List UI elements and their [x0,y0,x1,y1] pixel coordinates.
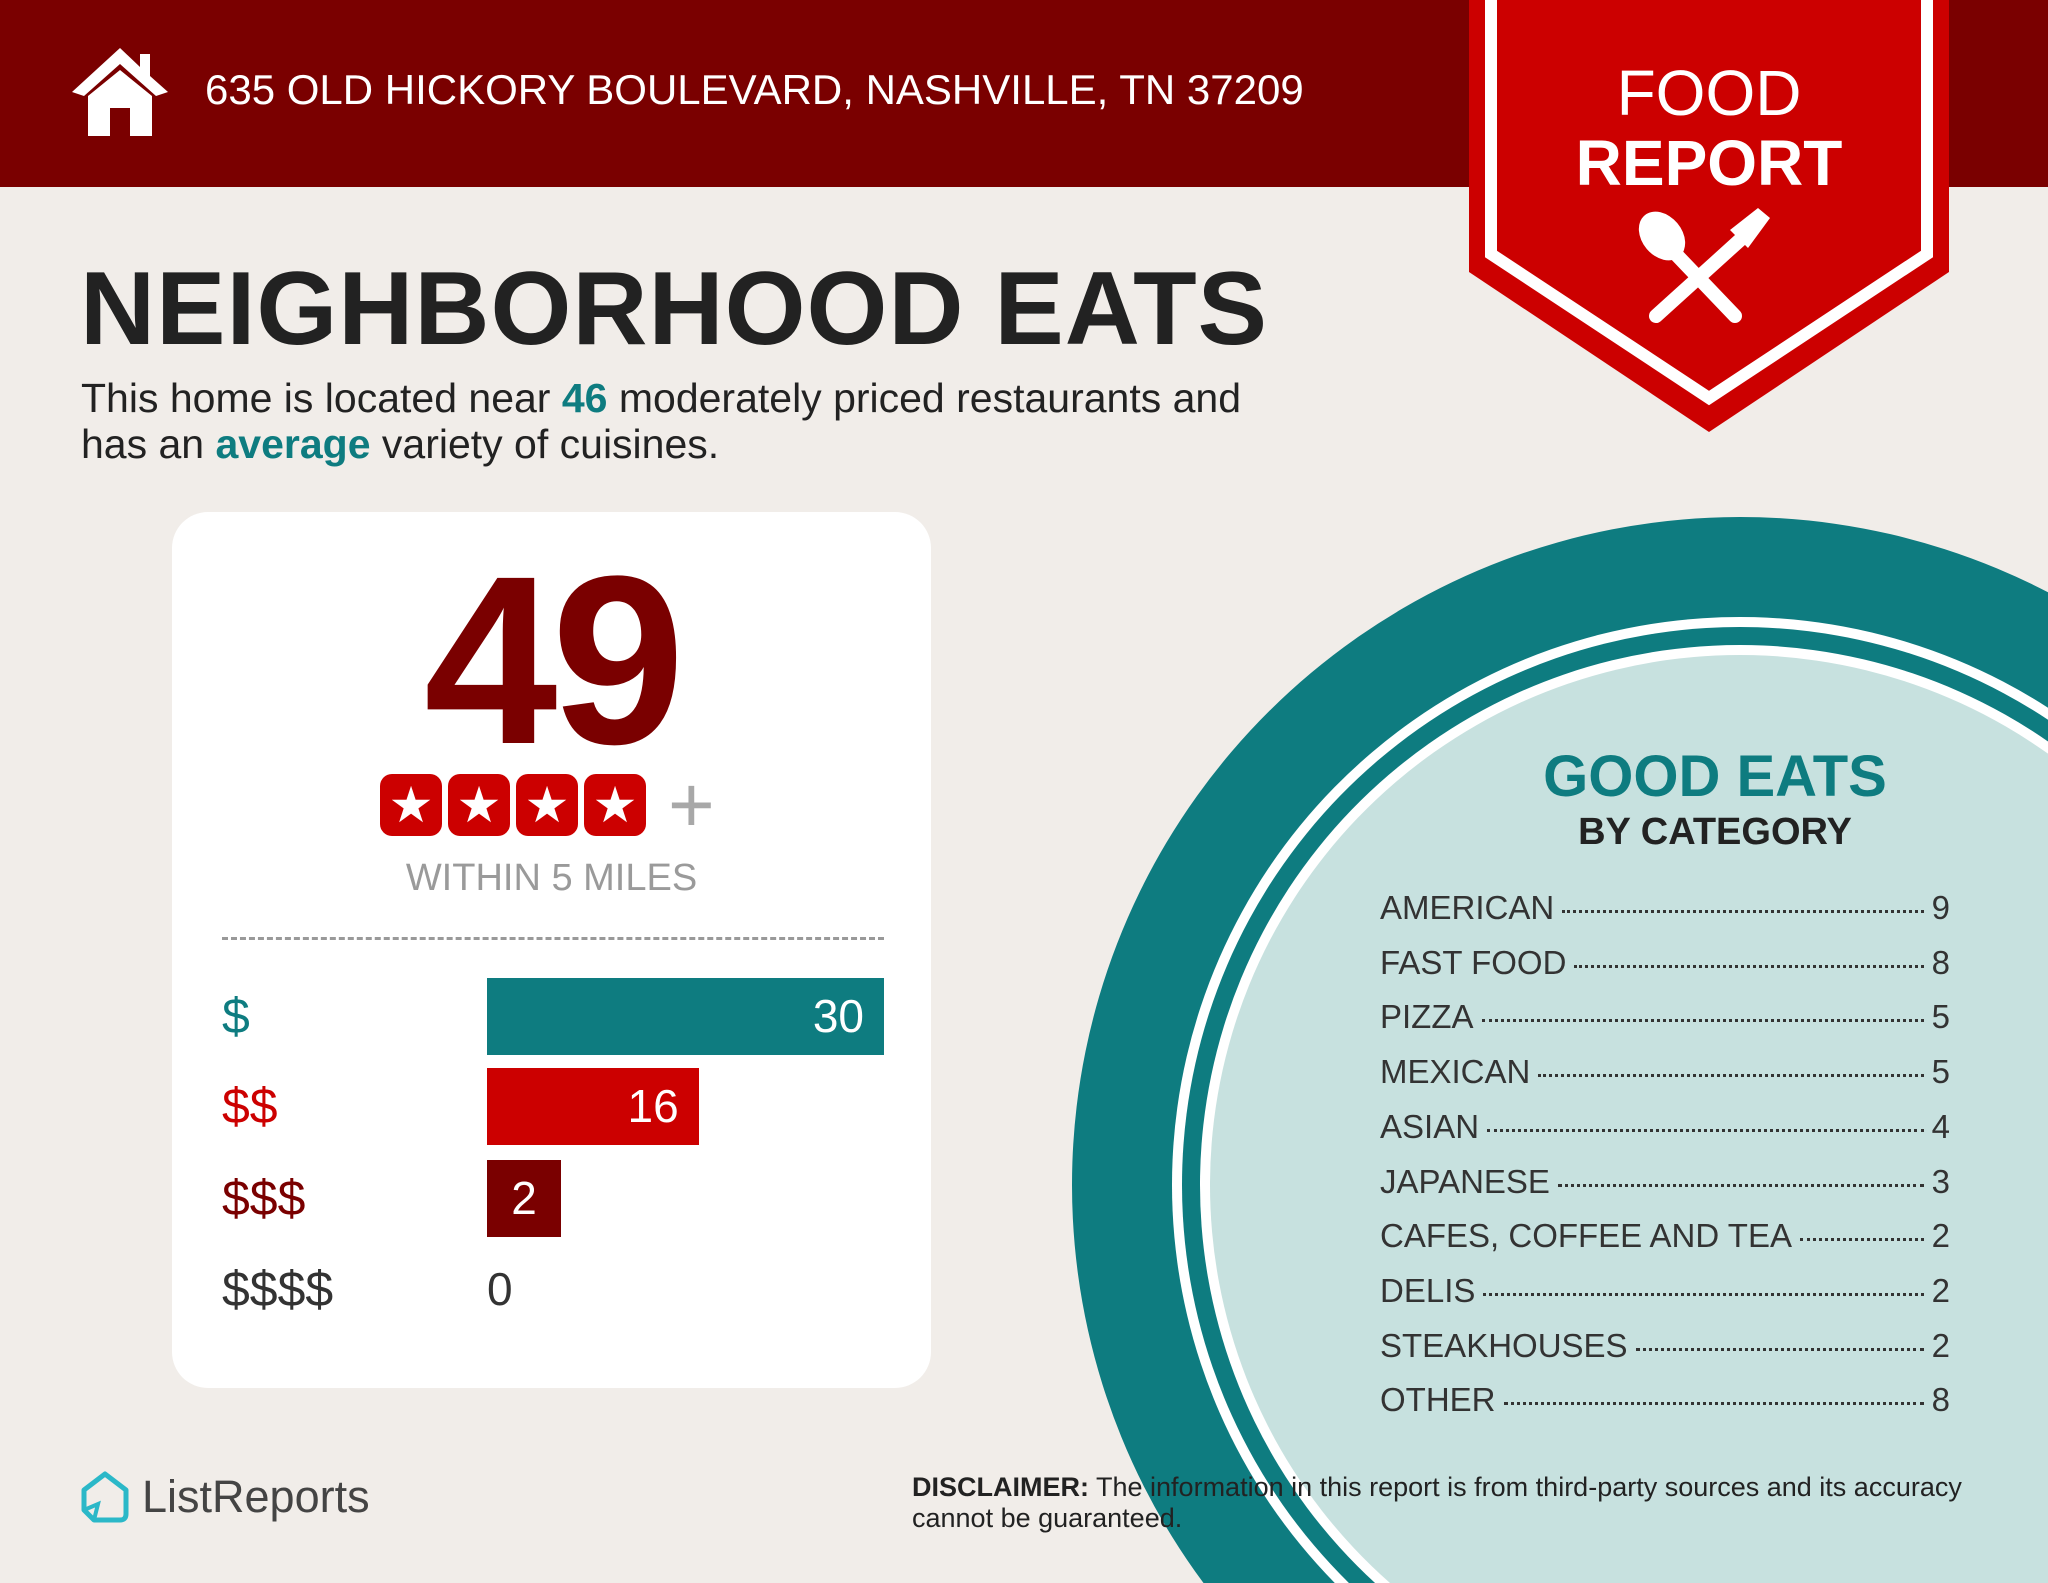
food-report-banner [1469,0,1949,432]
variety-highlight: average [215,421,371,467]
subtitle-text: moderately priced restaurants and [607,375,1242,421]
category-row: FAST FOOD 8 [1380,943,1950,983]
category-count: 2 [1931,1271,1950,1309]
circle-inner-disc [1209,654,2048,1583]
price-level-label: $$$ [222,1170,306,1226]
subtitle-text: variety of cuisines. [370,421,720,467]
price-level-label: $$$$ [222,1261,334,1317]
category-count: 9 [1931,889,1950,926]
dot-leader [1562,910,1924,913]
category-row: MEXICAN 5 [1380,1052,1950,1092]
summary-card [172,512,931,1388]
good-eats-title: GOOD EATS [1543,744,1887,809]
listreports-logo-icon [81,1471,129,1523]
dot-leader [1557,1183,1924,1187]
dot-leader [1487,1128,1924,1132]
category-name: STEAKHOUSES [1380,1326,1628,1364]
price-level-value: 0 [487,1263,513,1315]
category-count: 8 [1931,1381,1950,1419]
category-name: ASIAN [1380,1107,1480,1145]
category-name: PIZZA [1380,998,1474,1036]
dot-leader [1799,1238,1924,1242]
total-restaurant-count: 49 [424,526,685,794]
star-icon: ★ [516,774,578,836]
price-level-bar: 2 [487,1160,561,1237]
divider [222,937,884,940]
category-name: OTHER [1380,1381,1496,1419]
property-address: 635 OLD HICKORY BOULEVARD, NASHVILLE, TN… [205,66,1304,113]
price-level-label: $$ [222,1078,278,1134]
category-count: 4 [1931,1107,1950,1145]
category-name: FAST FOOD [1380,943,1567,981]
star-icon: ★ [380,774,442,836]
category-row: DELIS 2 [1380,1271,1950,1311]
category-count: 3 [1931,1162,1950,1200]
category-count: 5 [1931,1053,1950,1091]
dot-leader [1538,1074,1924,1078]
category-count: 2 [1931,1326,1950,1364]
home-icon [72,48,168,136]
category-name: AMERICAN [1380,889,1555,926]
within-distance: WITHIN 5 MILES [405,857,698,899]
category-name: JAPANESE [1380,1162,1550,1200]
subtitle-line1: This home is located near 46 moderately … [81,376,1241,420]
star-rating: ★ ★ ★ ★ + [380,760,715,849]
banner-line2: REPORT [1575,127,1843,199]
banner-line1: FOOD [1616,57,1802,129]
dot-leader [1574,964,1924,968]
subtitle-text: This home is located near [81,375,562,421]
price-level-bar: 30 [487,978,884,1055]
price-level-label: $ [222,988,250,1044]
subtitle-line2: has an average variety of cuisines. [81,422,719,466]
category-row: ASIAN 4 [1380,1107,1950,1147]
category-row: STEAKHOUSES 2 [1380,1326,1950,1366]
dot-leader [1481,1019,1924,1023]
disclaimer-text: The information in this report is from t… [912,1472,1962,1533]
category-count: 2 [1931,1217,1950,1255]
star-icon: ★ [448,774,510,836]
disclaimer: DISCLAIMER: The information in this repo… [912,1472,1992,1534]
category-name: DELIS [1380,1271,1476,1309]
star-icon: ★ [584,774,646,836]
dot-leader [1635,1347,1924,1351]
restaurant-count-highlight: 46 [561,375,608,421]
category-row: AMERICAN 9 [1380,888,1950,928]
dot-leader [1503,1402,1924,1406]
plus-icon: + [668,760,715,849]
category-name: MEXICAN [1380,1053,1531,1091]
good-eats-subtitle: BY CATEGORY [1578,811,1852,853]
price-level-bar: 16 [487,1068,699,1145]
disclaimer-label: DISCLAIMER: [912,1472,1089,1502]
listreports-logo: ListReports [80,1470,370,1524]
spoon-fork-icon [1638,208,1770,323]
category-row: CAFES, COFFEE AND TEA 2 [1380,1216,1950,1256]
dot-leader [1483,1292,1924,1296]
listreports-logo-text: ListReports [142,1471,370,1522]
category-count: 8 [1931,943,1950,981]
page-title: NEIGHBORHOOD EATS [80,251,1269,367]
category-row: JAPANESE 3 [1380,1162,1950,1202]
subtitle-text: has an [81,421,216,467]
category-name: CAFES, COFFEE AND TEA [1380,1217,1792,1255]
category-row: OTHER 8 [1380,1380,1950,1420]
banner-title: FOOD REPORT [1469,58,1949,198]
category-count: 5 [1931,998,1950,1036]
category-row: PIZZA 5 [1380,997,1950,1037]
